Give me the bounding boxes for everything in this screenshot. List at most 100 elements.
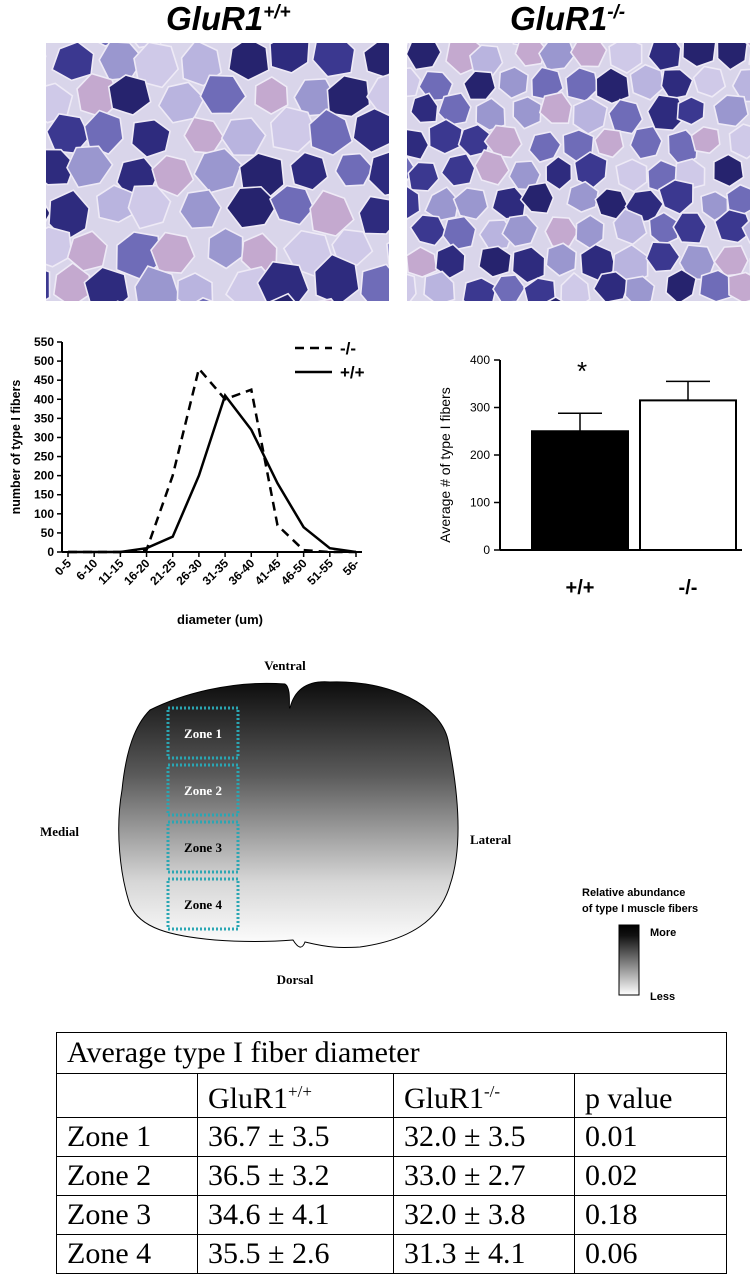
muscle-fiber xyxy=(220,117,267,157)
y-tick-label: 250 xyxy=(34,450,54,464)
muscle-fiber xyxy=(615,158,648,193)
muscle-fiber xyxy=(46,204,52,223)
zone-label: Zone 4 xyxy=(184,897,222,912)
table-cell: 34.6 ± 4.1 xyxy=(197,1195,394,1235)
muscle-fiber xyxy=(269,292,296,301)
muscle-fiber xyxy=(51,43,95,82)
muscle-fiber xyxy=(66,230,108,272)
muscle-fiber xyxy=(572,97,609,135)
muscle-fiber xyxy=(407,185,421,221)
muscle-fiber xyxy=(308,108,354,157)
x-tick-label: 16-20 xyxy=(121,556,153,588)
micrograph-knockout-image xyxy=(407,43,750,301)
muscle-fiber xyxy=(269,106,318,153)
muscle-fiber xyxy=(52,262,91,301)
muscle-fiber xyxy=(538,91,573,125)
muscle-fiber xyxy=(358,195,389,235)
muscle-fiber xyxy=(560,271,591,301)
legend-high-label: More xyxy=(650,927,676,939)
muscle-fiber xyxy=(498,66,529,100)
x-tick-label: 0-5 xyxy=(52,556,74,578)
muscle-fiber xyxy=(289,151,329,191)
muscle-fiber xyxy=(269,184,315,226)
muscle-fiber xyxy=(150,231,196,274)
y-tick-label: 500 xyxy=(34,354,54,368)
muscle-fiber xyxy=(46,226,73,268)
table-cell: 36.7 ± 3.5 xyxy=(197,1117,394,1157)
muscle-fiber xyxy=(409,92,439,124)
muscle-fiber xyxy=(731,68,750,103)
muscle-fiber xyxy=(545,242,578,277)
muscle-fiber xyxy=(483,124,523,159)
muscle-fiber xyxy=(593,128,625,159)
table-row: Zone 1 36.7 ± 3.5 32.0 ± 3.5 0.01 xyxy=(56,1117,727,1157)
muscle-fiber xyxy=(676,96,706,126)
table-cell: Zone 4 xyxy=(56,1234,198,1274)
legend-label: -/- xyxy=(340,339,356,358)
muscle-fiber xyxy=(692,65,727,98)
x-category-label: -/- xyxy=(679,577,698,599)
series-line-knockout xyxy=(68,366,356,554)
muscle-fiber xyxy=(475,97,506,132)
muscle-fiber xyxy=(569,43,608,68)
label-medial: Medial xyxy=(40,824,79,839)
legend-title-line2: of type I muscle fibers xyxy=(582,903,698,915)
muscle-fiber xyxy=(681,43,717,68)
y-tick-label: 100 xyxy=(470,496,490,510)
label-ventral: Ventral xyxy=(264,658,306,673)
muscle-fiber xyxy=(452,187,489,221)
muscle-fiber xyxy=(227,43,270,82)
muscle-fiber xyxy=(254,75,289,116)
legend-label: +/+ xyxy=(340,363,365,382)
muscle-fiber xyxy=(151,154,195,198)
muscle-fiber xyxy=(462,70,497,101)
table-cell: Zone 2 xyxy=(56,1156,198,1196)
y-axis-label: number of type I fibers xyxy=(9,380,23,515)
muscle-fiber xyxy=(528,131,562,164)
muscle-fiber xyxy=(130,118,171,159)
y-tick-label: 550 xyxy=(34,335,54,349)
muscle-fiber xyxy=(386,241,389,266)
muscle-fiber xyxy=(83,266,130,301)
x-tick-label: 11-15 xyxy=(95,556,126,587)
x-tick-label: 51-55 xyxy=(304,556,336,588)
muscle-fiber xyxy=(713,208,750,244)
zone-label: Zone 3 xyxy=(184,840,222,855)
y-tick-label: 450 xyxy=(34,373,54,387)
muscle-fiber xyxy=(512,95,542,130)
muscle-fiber xyxy=(423,186,460,222)
muscle-fiber xyxy=(311,43,356,78)
muscle-fiber xyxy=(46,82,74,124)
muscle-fiber xyxy=(66,145,114,189)
muscle-fiber xyxy=(660,68,694,100)
zone-label: Zone 2 xyxy=(184,783,222,798)
muscle-fiber xyxy=(256,260,310,301)
muscle-fiber xyxy=(478,245,512,278)
y-axis-label: Average # of type I fibers xyxy=(437,387,453,542)
micrograph-wildtype-image xyxy=(46,43,389,301)
muscle-fiber xyxy=(501,214,539,248)
x-tick-label: 31-35 xyxy=(200,556,232,588)
right-panel-title: GluR1-/- xyxy=(510,0,626,37)
fiber-count-bar-chart: 0 100 200 300 400 +/+ -/- * Average # of type I … xyxy=(437,353,742,599)
muscle-fiber xyxy=(712,153,745,188)
table-cell: 0.02 xyxy=(574,1156,727,1196)
muscle-fiber xyxy=(407,161,440,192)
muscle-fiber xyxy=(367,151,389,197)
muscle-fiber xyxy=(434,243,466,280)
muscle-fiber xyxy=(46,269,51,301)
muscle-fiber xyxy=(317,297,334,301)
muscle-fiber xyxy=(538,43,576,72)
table-header-cell: p value xyxy=(574,1073,727,1118)
table-header-cell: GluR1+/+ xyxy=(197,1073,394,1118)
table-row: Zone 4 35.5 ± 2.6 31.3 ± 4.1 0.06 xyxy=(56,1234,727,1274)
y-tick-label: 300 xyxy=(470,401,490,415)
table-cell: 35.5 ± 2.6 xyxy=(197,1234,394,1274)
table-header-row: GluR1+/+ GluR1-/- p value xyxy=(56,1073,727,1118)
y-tick-label: 200 xyxy=(470,448,490,462)
muscle-outline xyxy=(118,681,459,948)
muscle-fiber xyxy=(352,107,389,154)
x-tick-label: 56- xyxy=(340,556,362,578)
muscle-fiber xyxy=(366,73,389,117)
muscle-fiber xyxy=(409,214,448,247)
